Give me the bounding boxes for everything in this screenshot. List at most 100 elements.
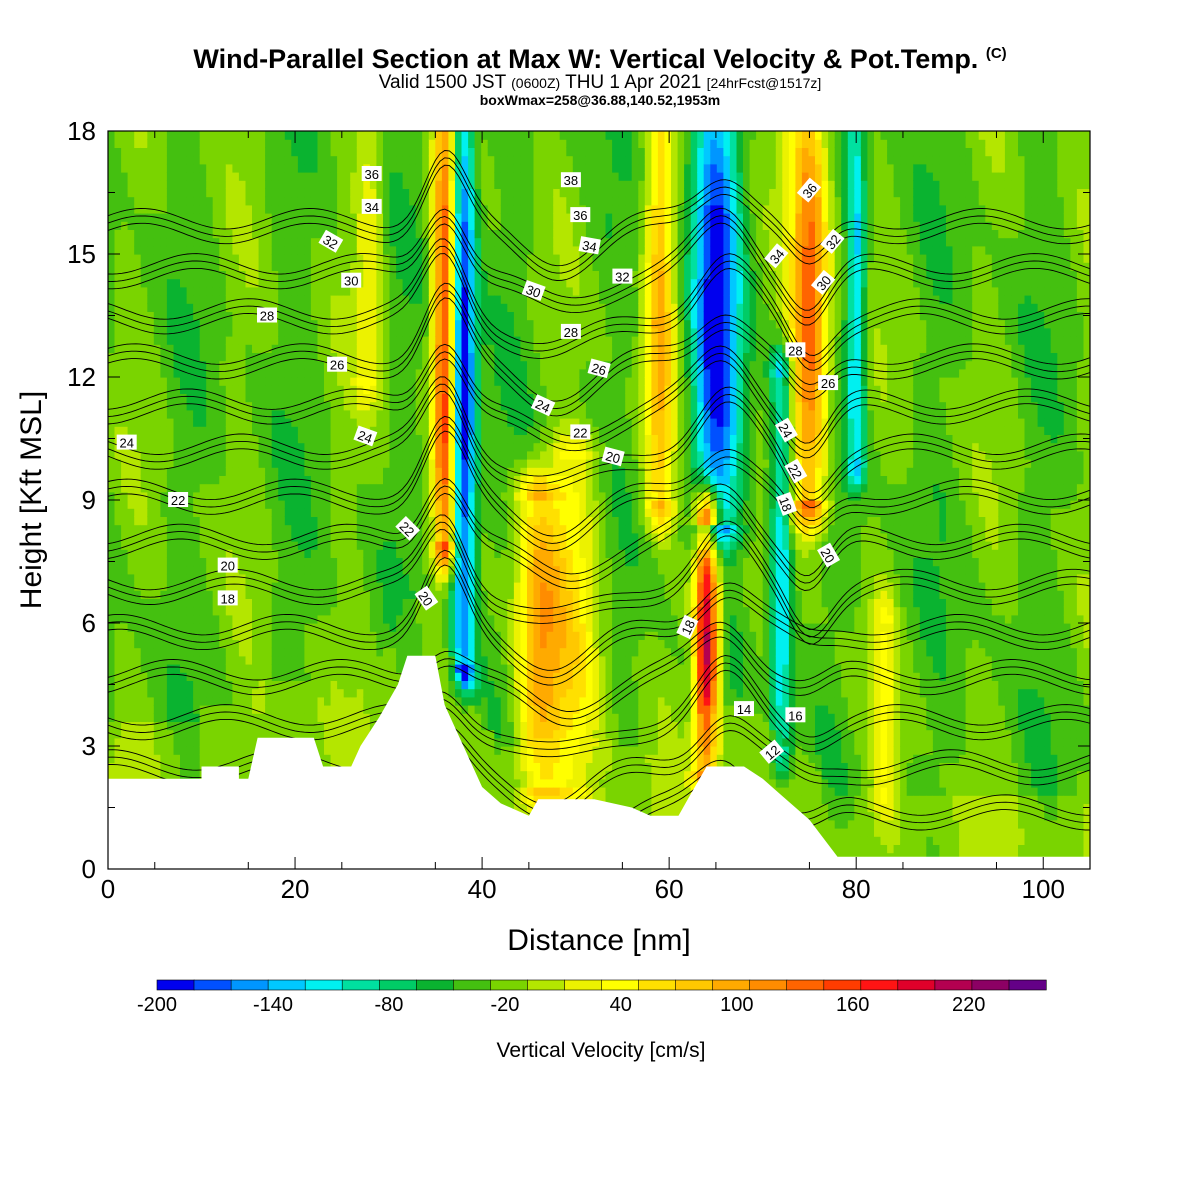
w-cell	[160, 286, 168, 296]
w-cell	[356, 606, 364, 616]
w-cell	[108, 155, 116, 165]
w-cell	[422, 483, 430, 493]
w-cell	[337, 680, 345, 690]
w-cell	[180, 270, 188, 280]
w-cell	[206, 549, 214, 558]
w-cell	[127, 475, 135, 485]
w-cell	[160, 418, 168, 427]
w-cell	[415, 442, 423, 452]
w-cell	[199, 688, 207, 698]
w-cell	[324, 327, 332, 337]
w-cell	[134, 573, 142, 583]
w-cell	[350, 155, 358, 165]
w-cell	[369, 409, 377, 419]
w-cell	[121, 639, 129, 649]
w-cell	[166, 180, 174, 189]
w-cell	[330, 459, 338, 468]
w-cell	[330, 418, 338, 427]
w-cell	[297, 327, 305, 337]
w-cell	[304, 139, 312, 148]
w-cell	[121, 475, 129, 485]
w-cell	[199, 598, 207, 608]
w-cell	[199, 139, 207, 148]
w-cell	[258, 155, 266, 165]
w-cell	[448, 311, 456, 321]
w-cell	[383, 213, 391, 222]
w-cell	[350, 131, 358, 132]
w-cell	[147, 377, 155, 386]
w-cell	[455, 639, 463, 649]
w-cell	[383, 319, 391, 329]
w-cell	[383, 409, 391, 419]
w-cell	[180, 614, 188, 624]
w-cell	[219, 327, 227, 337]
w-cell	[448, 131, 456, 132]
w-cell	[212, 754, 220, 763]
w-cell	[258, 327, 266, 337]
w-cell	[422, 163, 430, 173]
w-cell	[337, 467, 345, 476]
w-cell	[258, 336, 266, 345]
w-cell	[455, 459, 463, 468]
w-cell	[121, 598, 129, 608]
w-cell	[258, 434, 266, 444]
w-cell	[206, 270, 214, 280]
w-cell	[297, 221, 305, 230]
w-cell	[258, 418, 266, 427]
w-cell	[337, 508, 345, 517]
w-cell	[310, 303, 318, 312]
w-cell	[114, 303, 122, 312]
w-cell	[337, 705, 345, 714]
w-cell	[363, 286, 371, 296]
w-cell	[356, 368, 364, 378]
w-cell	[278, 655, 286, 665]
w-cell	[108, 327, 116, 337]
w-cell	[193, 336, 201, 345]
w-cell	[140, 573, 148, 583]
w-cell	[193, 196, 201, 206]
w-cell	[127, 606, 135, 616]
w-cell	[448, 516, 456, 526]
w-cell	[206, 737, 214, 747]
w-cell	[448, 623, 456, 632]
w-cell	[134, 188, 142, 198]
w-cell	[108, 762, 116, 772]
w-cell	[402, 180, 410, 189]
w-cell	[363, 549, 371, 558]
w-cell	[232, 327, 240, 337]
w-cell	[363, 131, 371, 132]
w-cell	[225, 418, 233, 427]
w-cell	[297, 286, 305, 296]
w-cell	[278, 500, 286, 509]
w-cell	[291, 336, 299, 345]
w-cell	[389, 327, 397, 337]
w-cell	[383, 549, 391, 558]
w-cell	[127, 770, 135, 780]
w-cell	[310, 434, 318, 444]
w-cell	[232, 459, 240, 468]
w-cell	[376, 409, 384, 419]
w-cell	[166, 147, 174, 157]
w-cell	[160, 303, 168, 312]
w-cell	[350, 549, 358, 558]
w-cell	[363, 147, 371, 157]
w-cell	[166, 229, 174, 239]
w-cell	[127, 746, 135, 755]
w-cell	[265, 131, 273, 140]
w-cell	[324, 155, 332, 165]
w-cell	[350, 188, 358, 198]
w-cell	[252, 549, 260, 558]
w-cell	[245, 565, 253, 575]
w-cell	[310, 286, 318, 296]
w-cell	[297, 245, 305, 255]
w-cell	[238, 254, 246, 263]
w-cell	[356, 516, 364, 526]
w-cell	[134, 639, 142, 649]
w-cell	[180, 754, 188, 763]
w-cell	[428, 614, 436, 624]
w-cell	[134, 524, 142, 534]
w-cell	[389, 254, 397, 263]
w-cell	[297, 713, 305, 722]
w-cell	[441, 229, 449, 239]
w-cell	[356, 336, 364, 345]
